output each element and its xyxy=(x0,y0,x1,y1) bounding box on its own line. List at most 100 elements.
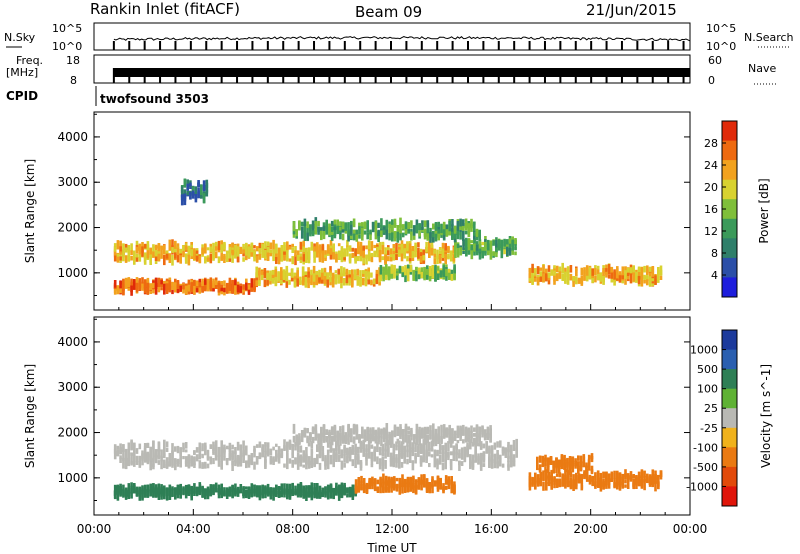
scatter-cell xyxy=(206,247,210,251)
scatter-cell xyxy=(454,238,457,250)
scatter-cell xyxy=(408,243,412,253)
scatter-cell xyxy=(275,253,278,257)
scatter-cell xyxy=(629,475,633,482)
scatter-cell xyxy=(130,461,133,466)
scatter-cell xyxy=(453,433,457,440)
scatter-cell xyxy=(618,275,622,283)
scatter-cell xyxy=(640,267,644,271)
scatter-cell xyxy=(337,268,340,275)
scatter-cell xyxy=(307,485,311,490)
scatter-cell xyxy=(204,461,207,469)
scatter-cell xyxy=(441,462,445,471)
scatter-cell xyxy=(449,440,453,448)
scatter-cell xyxy=(555,459,558,465)
scatter-cell xyxy=(283,494,286,498)
scatter-cell xyxy=(245,278,248,287)
scatter-cell xyxy=(626,276,630,280)
scatter-cell xyxy=(127,448,131,454)
scatter-cell xyxy=(193,285,196,295)
scatter-cell xyxy=(347,222,350,232)
scatter-cell xyxy=(306,428,309,432)
scatter-cell xyxy=(361,434,364,439)
noise-sky-line xyxy=(113,36,691,42)
scatter-cell xyxy=(124,255,128,263)
scatter-cell xyxy=(288,279,291,285)
scatter-cell xyxy=(133,450,136,460)
scatter-cell xyxy=(434,435,438,447)
scatter-cell xyxy=(328,226,331,236)
scatter-cell xyxy=(255,255,259,263)
scatter-cell xyxy=(555,484,559,488)
scatter-cell xyxy=(206,488,210,500)
scatter-cell xyxy=(258,453,262,460)
scatter-cell xyxy=(286,449,289,460)
scatter-cell xyxy=(438,250,442,255)
scatter-cell xyxy=(154,488,158,496)
scatter-cell xyxy=(400,462,404,468)
scatter-cell xyxy=(489,249,493,254)
colorbar-segment xyxy=(722,218,737,239)
scatter-cell xyxy=(459,427,462,432)
scatter-cell xyxy=(329,239,333,250)
scatter-cell xyxy=(171,450,174,454)
scatter-cell xyxy=(406,449,409,458)
scatter-cell xyxy=(343,485,346,496)
scatter-cell xyxy=(414,488,418,492)
scatter-cell xyxy=(426,436,430,443)
scatter-cell xyxy=(329,270,332,275)
scatter-cell xyxy=(452,247,456,254)
scatter-cell xyxy=(382,272,385,279)
scatter-cell xyxy=(415,423,419,433)
scatter-cell xyxy=(295,235,298,239)
scatter-cell xyxy=(165,488,169,496)
scatter-cell xyxy=(165,464,169,468)
scatter-cell xyxy=(564,267,567,273)
scatter-cell xyxy=(470,250,474,260)
scatter-cell xyxy=(116,252,120,263)
scatter-cell xyxy=(458,453,461,459)
scatter-cell xyxy=(168,280,172,288)
colorbar-segment xyxy=(722,408,737,429)
scatter-cell xyxy=(473,221,476,231)
scatter-cell xyxy=(174,459,177,471)
scatter-cell xyxy=(538,464,542,471)
scatter-cell xyxy=(242,285,245,290)
scatter-cell xyxy=(379,482,382,494)
scatter-cell xyxy=(346,246,349,251)
scatter-cell xyxy=(228,453,232,461)
scatter-cell xyxy=(577,278,581,284)
scatter-cell xyxy=(380,428,383,435)
scatter-cell xyxy=(651,483,655,488)
scatter-cell xyxy=(311,427,315,435)
scatter-cell xyxy=(489,431,492,438)
scatter-cell xyxy=(160,488,163,493)
scatter-cell xyxy=(412,234,416,240)
scatter-cell xyxy=(272,487,275,496)
scatter-cell xyxy=(295,437,298,446)
scatter-cell xyxy=(223,253,226,263)
scatter-cell xyxy=(220,490,223,499)
scatter-cell xyxy=(333,219,337,230)
scatter-cell xyxy=(361,234,364,241)
scatter-cell xyxy=(258,250,262,256)
scatter-cell xyxy=(392,450,396,459)
scatter-cell xyxy=(377,435,380,445)
scatter-cell xyxy=(245,242,248,249)
scatter-cell xyxy=(264,241,267,249)
scatter-cell xyxy=(152,288,155,294)
scatter-cell xyxy=(587,467,591,471)
scatter-cell xyxy=(168,455,172,465)
scatter-cell xyxy=(303,223,307,233)
scatter-cell xyxy=(370,254,374,263)
scatter-cell xyxy=(239,453,243,463)
scatter-cell xyxy=(236,257,240,263)
scatter-cell xyxy=(473,427,476,432)
scatter-cell xyxy=(146,241,150,251)
scatter-cell xyxy=(613,269,616,280)
scatter-cell xyxy=(370,464,374,468)
scatter-cell xyxy=(357,243,360,255)
nave-label: Nave xyxy=(748,62,776,75)
scatter-cell xyxy=(228,246,232,254)
scatter-cell xyxy=(643,470,646,478)
scatter-cell xyxy=(659,470,663,478)
